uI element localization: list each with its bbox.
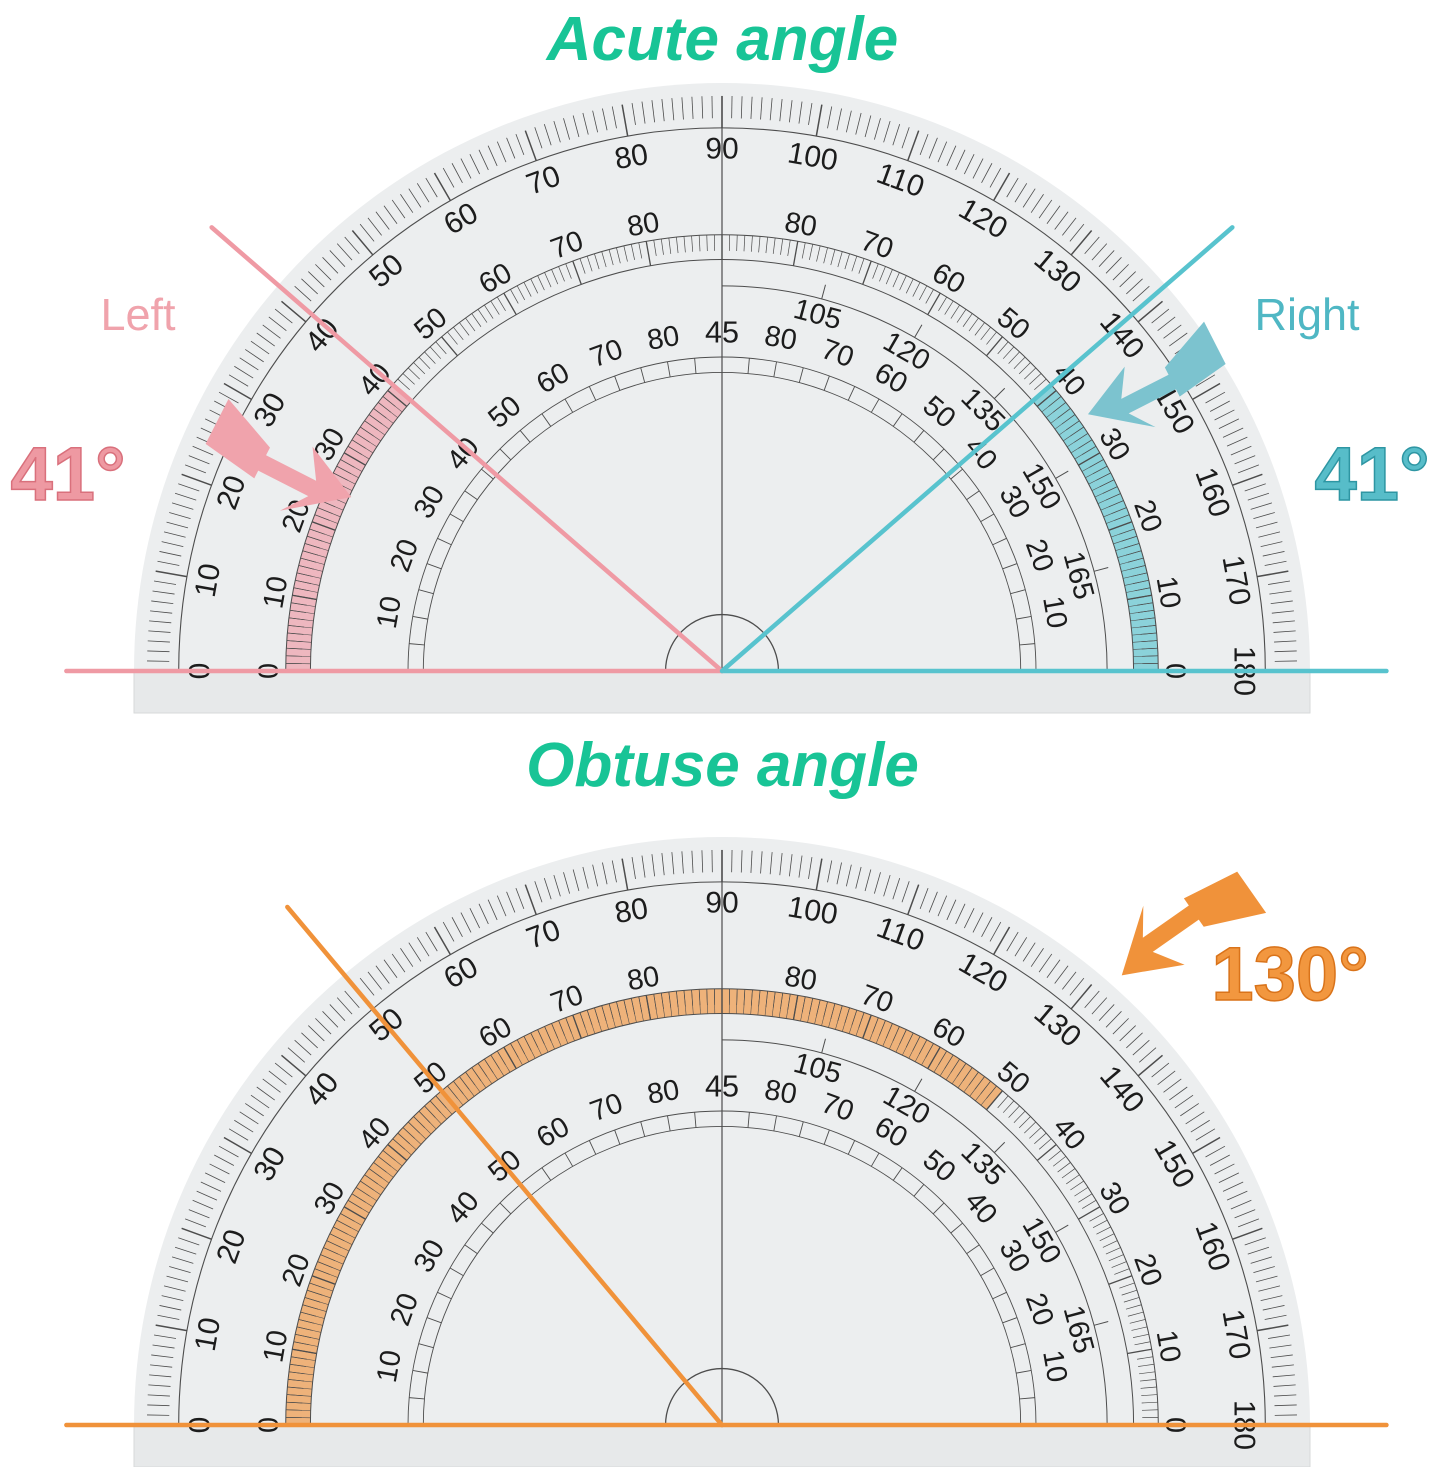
svg-text:10: 10 — [189, 1315, 227, 1354]
svg-text:80: 80 — [645, 320, 682, 357]
svg-text:10: 10 — [371, 1348, 408, 1385]
svg-text:80: 80 — [612, 892, 651, 930]
svg-text:80: 80 — [762, 320, 799, 357]
svg-text:Right: Right — [1254, 289, 1360, 340]
svg-text:80: 80 — [625, 206, 662, 243]
svg-text:10: 10 — [1036, 594, 1073, 631]
svg-text:10: 10 — [257, 1328, 294, 1365]
svg-text:10: 10 — [1036, 1348, 1073, 1385]
svg-text:10: 10 — [1150, 574, 1187, 611]
svg-text:10: 10 — [371, 594, 408, 631]
svg-text:10: 10 — [257, 574, 294, 611]
svg-text:Left: Left — [100, 289, 176, 340]
svg-text:80: 80 — [625, 960, 662, 997]
svg-text:80: 80 — [612, 138, 651, 176]
svg-text:80: 80 — [782, 960, 819, 997]
svg-text:10: 10 — [189, 561, 227, 600]
svg-text:80: 80 — [645, 1074, 682, 1111]
svg-text:80: 80 — [782, 206, 819, 243]
svg-text:41°: 41° — [11, 432, 126, 517]
svg-text:80: 80 — [762, 1074, 799, 1111]
svg-text:130°: 130° — [1211, 932, 1368, 1017]
svg-text:10: 10 — [1150, 1328, 1187, 1365]
svg-text:41°: 41° — [1315, 432, 1430, 517]
